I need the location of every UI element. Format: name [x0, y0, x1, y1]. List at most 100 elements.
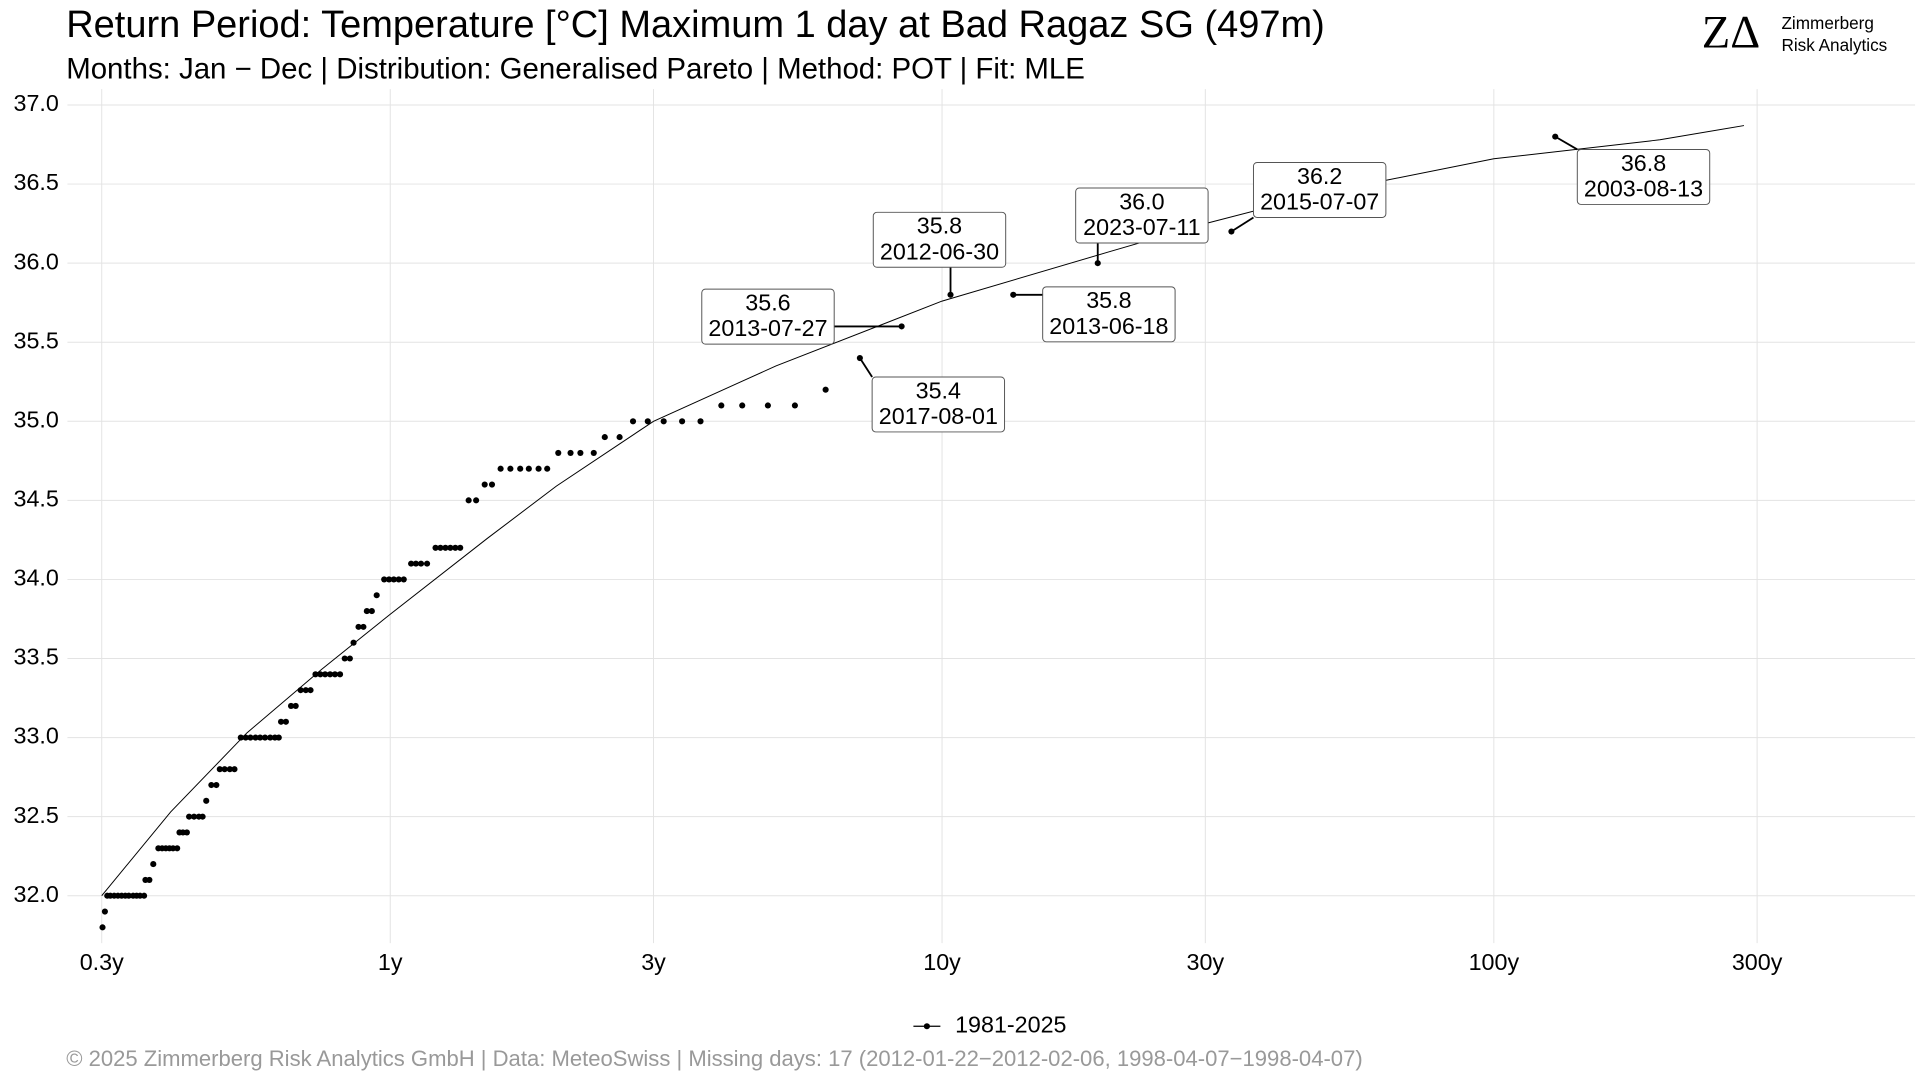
annotation-box — [871, 376, 1006, 433]
point — [327, 671, 334, 678]
y-tick-label: 37.0 — [14, 90, 59, 116]
annotation-date: 2003-08-13 — [1584, 176, 1703, 202]
point — [452, 544, 459, 551]
point — [216, 766, 223, 773]
point — [442, 544, 449, 551]
point — [237, 734, 244, 741]
point — [226, 766, 233, 773]
y-tick-label: 33.0 — [14, 723, 59, 749]
point — [101, 908, 108, 915]
annotation-connector — [859, 357, 873, 378]
point — [203, 797, 210, 804]
point — [590, 449, 597, 456]
annotation-date: 2023-07-11 — [1083, 214, 1200, 240]
point — [287, 702, 295, 710]
x-tick-label: 10y — [923, 949, 961, 975]
point — [336, 671, 344, 678]
point — [390, 576, 397, 583]
point — [141, 892, 148, 899]
annotation-value: 36.2 — [1297, 163, 1342, 189]
y-tick-label: 32.0 — [14, 881, 59, 907]
point — [292, 702, 299, 710]
point — [267, 734, 274, 741]
x-tick-label: 30y — [1187, 949, 1225, 975]
point — [555, 449, 562, 456]
point — [125, 892, 132, 899]
point — [507, 465, 514, 472]
point — [544, 465, 551, 472]
point — [186, 813, 193, 820]
footer: © 2025 Zimmerberg Risk Analytics GmbH | … — [66, 1046, 1362, 1071]
annotation-box — [1252, 162, 1387, 218]
point — [791, 402, 798, 409]
point — [660, 418, 667, 425]
x-tick-label: 100y — [1469, 949, 1520, 975]
point — [282, 718, 289, 725]
point — [341, 655, 348, 662]
point — [644, 418, 651, 425]
point — [99, 924, 106, 931]
point — [739, 402, 746, 409]
annotation-date: 2012-06-30 — [880, 238, 999, 264]
point — [601, 434, 608, 441]
point — [297, 687, 304, 694]
point — [213, 781, 220, 789]
point — [517, 465, 524, 472]
fit-line — [101, 125, 1745, 897]
annotation-connector — [1554, 135, 1578, 151]
annotation-date: 2013-07-27 — [708, 315, 827, 341]
point — [497, 465, 504, 472]
point — [473, 497, 480, 504]
point — [465, 497, 472, 504]
point — [355, 623, 362, 630]
annotation-box — [701, 288, 835, 345]
x-tick-label: 0.3y — [80, 949, 124, 975]
point — [242, 734, 249, 741]
point — [302, 687, 309, 694]
point — [457, 544, 464, 551]
point — [412, 560, 419, 567]
point — [616, 434, 623, 441]
point — [381, 576, 388, 583]
point — [307, 687, 314, 694]
point — [423, 560, 431, 567]
point — [679, 418, 686, 425]
legend-marker — [923, 1023, 930, 1030]
point — [150, 861, 157, 868]
annotation-box — [872, 211, 1007, 268]
point — [322, 671, 329, 678]
legend-label: 1981-2025 — [955, 1011, 1066, 1037]
point — [199, 813, 206, 820]
annotation-date: 2017-08-01 — [879, 403, 998, 429]
x-tick-label: 300y — [1732, 949, 1783, 975]
y-tick-label: 36.0 — [14, 248, 59, 274]
point — [718, 402, 725, 409]
logo-line2: Risk Analytics — [1781, 35, 1887, 55]
point — [368, 608, 375, 615]
point — [408, 560, 415, 567]
point — [346, 655, 353, 662]
point — [481, 481, 488, 488]
point — [395, 576, 402, 583]
x-tick-label: 3y — [641, 949, 666, 975]
logo-line1: Zimmerberg — [1781, 13, 1873, 33]
y-tick-label: 36.5 — [14, 169, 59, 195]
y-tick-label: 35.0 — [14, 406, 59, 432]
annotation-box — [1042, 286, 1176, 343]
point — [331, 671, 339, 678]
point — [208, 781, 215, 789]
point — [221, 766, 228, 773]
annotation-value: 35.6 — [745, 290, 790, 316]
annotation-date: 2013-06-18 — [1049, 313, 1168, 339]
point — [400, 576, 407, 583]
annotation-value: 35.8 — [1086, 287, 1131, 313]
point — [432, 544, 439, 551]
y-tick-label: 35.5 — [14, 327, 59, 353]
point — [567, 449, 574, 456]
point — [525, 465, 532, 472]
point — [275, 734, 282, 741]
point — [417, 560, 425, 567]
point — [317, 671, 324, 678]
